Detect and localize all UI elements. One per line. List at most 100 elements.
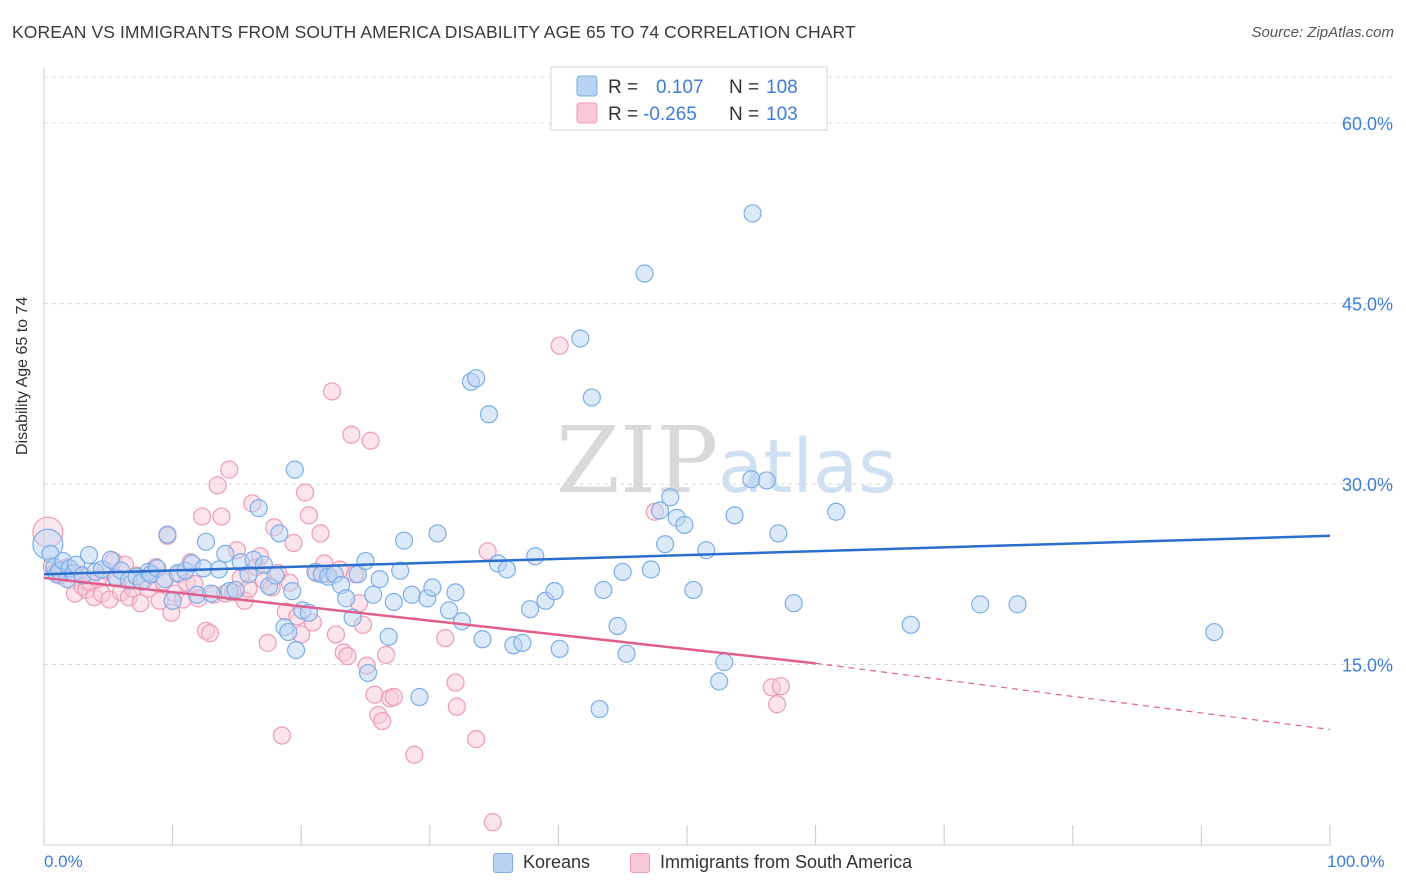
korean-point-83 [513, 633, 532, 652]
korean-point-88 [550, 639, 569, 658]
korean-point-48 [286, 640, 306, 660]
south-america-point-90 [384, 687, 403, 707]
korean-point-113 [827, 502, 846, 521]
x-tick-label-max: 100.0% [1327, 852, 1385, 871]
south-america-point-94 [447, 697, 466, 716]
south-america-point-84 [361, 431, 380, 450]
korean-point-110 [757, 471, 776, 490]
south-america-point-85 [365, 685, 384, 704]
south-america-point-91 [405, 745, 424, 764]
korean-point-93 [608, 616, 627, 636]
korean-point-63 [370, 570, 389, 589]
korean-point-25 [163, 591, 182, 610]
south-america-point-93 [446, 673, 465, 692]
korean-point-67 [394, 531, 414, 550]
korean-point-72 [428, 524, 447, 543]
korean-points [32, 204, 1224, 719]
legend-top: R = 0.107 N = 108 R = -0.265 N = 103 [550, 66, 828, 131]
south-america-point-98 [550, 336, 569, 355]
y-tick-label-0: 15.0% [1342, 656, 1393, 676]
legend-n-value-1: 108 [766, 77, 798, 98]
axes [43, 68, 1331, 846]
south-america-trend-line [43, 576, 816, 665]
legend-n-value-2: 103 [766, 104, 798, 125]
watermark-atlas: atlas [718, 424, 897, 510]
korean-point-94 [613, 562, 632, 581]
south-america-point-88 [376, 645, 396, 665]
south-america-point-102 [771, 677, 790, 696]
korean-point-57 [337, 589, 356, 608]
south-america-point-61 [272, 726, 292, 745]
y-tick-label-1: 30.0% [1342, 475, 1393, 495]
korean-point-104 [697, 541, 716, 560]
korean-point-79 [479, 405, 499, 424]
south-america-point-68 [299, 506, 319, 525]
legend-r-value-1: 0.107 [656, 77, 704, 98]
korean-point-77 [466, 369, 486, 388]
south-america-point-40 [193, 507, 212, 526]
korean-point-71 [423, 578, 442, 597]
south-america-trend-extension [815, 662, 1331, 731]
watermark-zip: ZIP [556, 407, 718, 514]
south-america-point-24 [131, 594, 150, 613]
korean-point-78 [473, 630, 492, 649]
korean-point-24 [158, 525, 177, 544]
legend-swatch-south-america [630, 852, 650, 873]
trend-lines [43, 534, 1331, 731]
legend-label-koreans: Koreans [523, 852, 591, 872]
korean-point-87 [545, 582, 564, 601]
south-america-point-45 [212, 507, 231, 526]
y-tick-label-2: 45.0% [1342, 295, 1393, 315]
south-america-point-87 [373, 711, 392, 731]
legend-r-label-2: R = [608, 104, 638, 125]
korean-point-117 [1205, 622, 1224, 642]
zipatlas-watermark: ZIP atlas [556, 407, 897, 514]
south-america-point-67 [295, 483, 315, 502]
korean-point-47 [283, 582, 302, 601]
chart-title: KOREAN VS IMMIGRANTS FROM SOUTH AMERICA … [12, 22, 856, 42]
x-tick-label-min: 0.0% [44, 852, 83, 871]
korean-point-95 [617, 644, 636, 663]
korean-point-75 [452, 612, 472, 631]
korean-point-11 [79, 545, 99, 565]
legend-blue-swatch [576, 75, 598, 97]
korean-point-65 [384, 592, 403, 612]
korean-point-61 [358, 663, 378, 683]
legend-item-south-america: Immigrants from South America [630, 852, 912, 873]
south-america-point-101 [767, 695, 787, 714]
korean-point-62 [364, 585, 383, 604]
y-tick-labels: 15.0% 30.0% 45.0% 60.0% [1342, 114, 1393, 675]
korean-point-103 [684, 580, 703, 600]
legend-n-label-2: N = [729, 104, 759, 125]
korean-point-74 [446, 583, 465, 602]
korean-point-34 [216, 544, 235, 563]
korean-point-115 [971, 595, 990, 614]
korean-point-102 [675, 515, 694, 535]
south-america-point-71 [311, 524, 330, 543]
korean-point-92 [594, 580, 613, 600]
korean-point-60 [356, 551, 375, 571]
korean-point-106 [715, 653, 734, 672]
legend-r-value-2: -0.265 [643, 104, 697, 125]
south-america-point-42 [200, 624, 219, 643]
legend-bottom: Koreans Immigrants from South America [0, 852, 1406, 878]
korean-point-69 [410, 687, 429, 707]
south-america-point-57 [258, 633, 277, 652]
korean-point-97 [641, 560, 661, 579]
korean-trend-line [43, 534, 1331, 576]
south-america-point-79 [342, 425, 361, 444]
y-tick-label-3: 60.0% [1342, 114, 1393, 134]
south-america-point-92 [436, 628, 455, 648]
korean-point-40 [249, 499, 268, 518]
south-america-point-78 [338, 647, 357, 666]
korean-point-91 [590, 699, 609, 719]
korean-point-108 [742, 470, 761, 489]
korean-point-105 [710, 672, 729, 691]
korean-point-81 [497, 560, 517, 579]
korean-point-99 [656, 535, 675, 554]
korean-point-84 [521, 600, 540, 619]
korean-point-107 [725, 506, 744, 525]
south-america-point-64 [284, 533, 303, 553]
south-america-point-74 [322, 382, 342, 401]
